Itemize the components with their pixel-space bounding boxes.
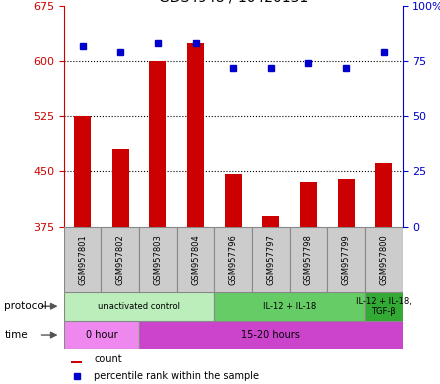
Text: 0 hour: 0 hour (86, 330, 117, 340)
Bar (365, 227, 403, 292)
Bar (225, 174, 242, 227)
Text: GSM957804: GSM957804 (191, 234, 200, 285)
Bar (150, 61, 166, 227)
Bar (64, 321, 139, 349)
Text: GSM957799: GSM957799 (341, 234, 351, 285)
Bar (300, 182, 317, 227)
Bar (102, 227, 139, 292)
Text: 15-20 hours: 15-20 hours (242, 330, 300, 340)
Text: GSM957796: GSM957796 (229, 234, 238, 285)
Bar (64, 292, 214, 321)
Bar (70, 361, 82, 363)
Title: GDS4948 / 10420131: GDS4948 / 10420131 (158, 0, 308, 5)
Bar (337, 179, 355, 227)
Bar (139, 227, 177, 292)
Bar (112, 149, 129, 227)
Text: GSM957803: GSM957803 (154, 234, 162, 285)
Bar (252, 227, 290, 292)
Text: GSM957797: GSM957797 (266, 234, 275, 285)
Bar (214, 227, 252, 292)
Text: time: time (4, 330, 28, 340)
Text: GSM957801: GSM957801 (78, 234, 87, 285)
Bar (177, 227, 214, 292)
Bar (187, 43, 204, 227)
Bar (375, 162, 392, 227)
Text: IL-12 + IL-18: IL-12 + IL-18 (263, 302, 316, 311)
Bar (139, 321, 403, 349)
Text: GSM957802: GSM957802 (116, 234, 125, 285)
Text: IL-12 + IL-18,
TGF-β: IL-12 + IL-18, TGF-β (356, 296, 412, 316)
Text: GSM957800: GSM957800 (379, 234, 388, 285)
Bar (327, 227, 365, 292)
Bar (365, 292, 403, 321)
Bar (64, 227, 102, 292)
Text: unactivated control: unactivated control (98, 302, 180, 311)
Text: count: count (94, 354, 122, 364)
Bar (290, 227, 327, 292)
Text: percentile rank within the sample: percentile rank within the sample (94, 371, 259, 381)
Bar (74, 116, 91, 227)
Text: protocol: protocol (4, 301, 47, 311)
Bar (262, 215, 279, 227)
Text: GSM957798: GSM957798 (304, 234, 313, 285)
Bar (214, 292, 365, 321)
